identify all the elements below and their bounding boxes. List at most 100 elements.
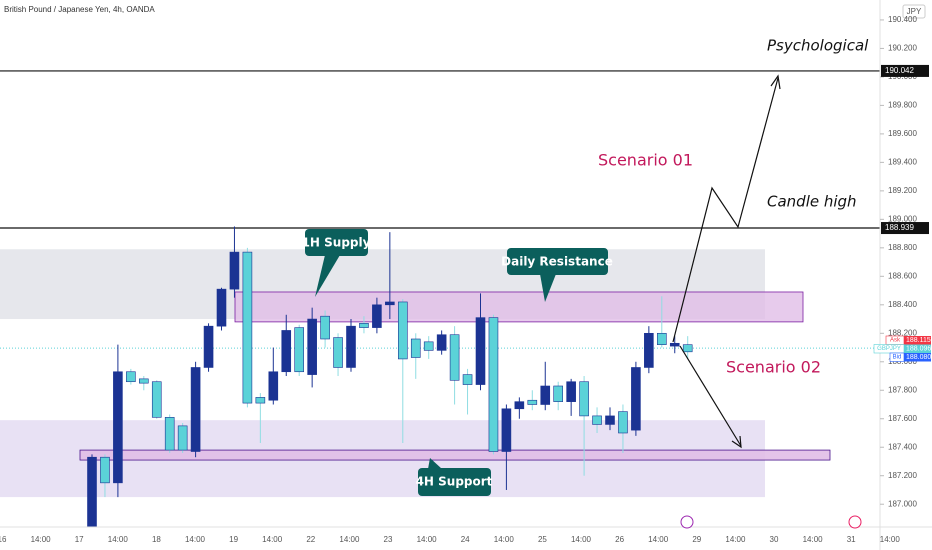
event-icon[interactable] [680, 515, 694, 529]
candle-body [682, 344, 693, 353]
x-tick-label: 14:00 [339, 535, 360, 544]
candle-body [216, 288, 227, 327]
candle-body [190, 367, 201, 452]
candle-body [592, 415, 602, 425]
currency-box[interactable] [902, 4, 926, 19]
quote-tag: Bid [893, 355, 902, 361]
candle-body [618, 411, 628, 434]
x-tick-label: 17 [75, 535, 84, 544]
candle-body [540, 385, 551, 405]
candle-body [436, 334, 447, 351]
callout-shapes [305, 229, 608, 496]
x-tick-label: 24 [461, 535, 470, 544]
candle-body [164, 417, 175, 451]
annotation: Scenario 01 [598, 151, 693, 170]
x-tick-label: 14:00 [417, 535, 438, 544]
quote-tag: Ask [890, 338, 901, 344]
chart-title: British Pound / Japanese Yen, 4h, OANDA [4, 5, 155, 14]
x-tick-label: 14:00 [494, 535, 515, 544]
candle-body [126, 371, 136, 383]
candle-body [449, 334, 460, 381]
x-tick-label: 25 [538, 535, 547, 544]
x-tick-label: 19 [229, 535, 238, 544]
x-tick-label: 26 [615, 535, 624, 544]
level-label-box [881, 64, 929, 77]
y-tick-label: 187.000 [888, 499, 917, 508]
y-tick-label: 187.800 [888, 385, 917, 394]
candle-body [294, 327, 305, 373]
candle-body [656, 332, 667, 345]
callout: 1H Supply [302, 236, 371, 250]
event-icon[interactable] [848, 515, 862, 529]
x-tick-label: 31 [847, 535, 856, 544]
y-tick-label: 187.600 [888, 414, 917, 423]
x-tick-label: 23 [384, 535, 393, 544]
candle-body [203, 325, 214, 368]
candle-body [605, 415, 615, 425]
x-tick-label: 18 [152, 535, 161, 544]
candle-body [139, 378, 149, 384]
candle-body [255, 397, 266, 404]
candle-body [333, 337, 343, 368]
scenario-arrows [672, 74, 781, 449]
candle-body [397, 301, 408, 360]
x-tick-label: 14:00 [803, 535, 824, 544]
level-label: 190.042 [885, 66, 914, 75]
x-tick-label: 14:00 [880, 535, 901, 544]
candle-body [475, 317, 486, 385]
candle-body [320, 315, 330, 340]
y-tick-label: 188.800 [888, 243, 917, 252]
annotation: Scenario 02 [726, 358, 821, 377]
zone [234, 291, 804, 323]
quote-label: 188.096 [906, 345, 931, 352]
candle-body [501, 408, 512, 452]
y-tick-label: 189.200 [888, 186, 917, 195]
candle-body [229, 251, 240, 290]
y-tick-label: 189.800 [888, 101, 917, 110]
candle-body [359, 323, 369, 328]
candle-body [462, 374, 473, 385]
x-tick-label: 14:00 [571, 535, 592, 544]
y-tick-label: 189.000 [888, 214, 917, 223]
quote-label: 188.080 [906, 354, 931, 361]
y-tick-label: 188.600 [888, 271, 917, 280]
x-tick-label: 22 [306, 535, 315, 544]
candle-body [631, 367, 641, 431]
annotation: Psychological [767, 37, 869, 55]
x-tick-label: 14:00 [31, 535, 52, 544]
quote-label-box [904, 353, 931, 362]
candle-body [669, 342, 680, 347]
candle-body [566, 381, 576, 402]
candle-body [268, 371, 279, 401]
candle-body [307, 318, 317, 375]
y-tick-label: 188.200 [888, 328, 917, 337]
candle-body [100, 456, 110, 484]
level-label-box [881, 222, 929, 235]
callout: 4H Support [416, 475, 493, 489]
candle-body [242, 251, 253, 404]
annotation: Candle high [767, 193, 857, 211]
candle-body [151, 381, 162, 418]
y-tick-label: 190.200 [888, 44, 917, 53]
candle-body [423, 341, 434, 351]
candle-body [553, 385, 564, 402]
x-tick-label: 14:00 [262, 535, 283, 544]
candle-body [281, 330, 292, 373]
x-tick-label: 14:00 [108, 535, 129, 544]
y-tick-label: 190.400 [888, 15, 917, 24]
candle-body [113, 371, 123, 484]
x-tick-label: 14:00 [185, 535, 206, 544]
currency[interactable]: JPY [907, 7, 922, 16]
x-tick-label: 30 [770, 535, 779, 544]
candle-body [527, 399, 538, 405]
level-label: 188.939 [885, 223, 914, 232]
quote-label: 188.115 [906, 337, 931, 344]
candle-body [372, 304, 382, 328]
candle-body [579, 381, 589, 417]
y-tick-label: 189.400 [888, 157, 917, 166]
x-tick-label: 14:00 [725, 535, 746, 544]
zone [79, 449, 831, 461]
candle-body [488, 317, 499, 452]
callout: Daily Resistance [501, 255, 613, 269]
